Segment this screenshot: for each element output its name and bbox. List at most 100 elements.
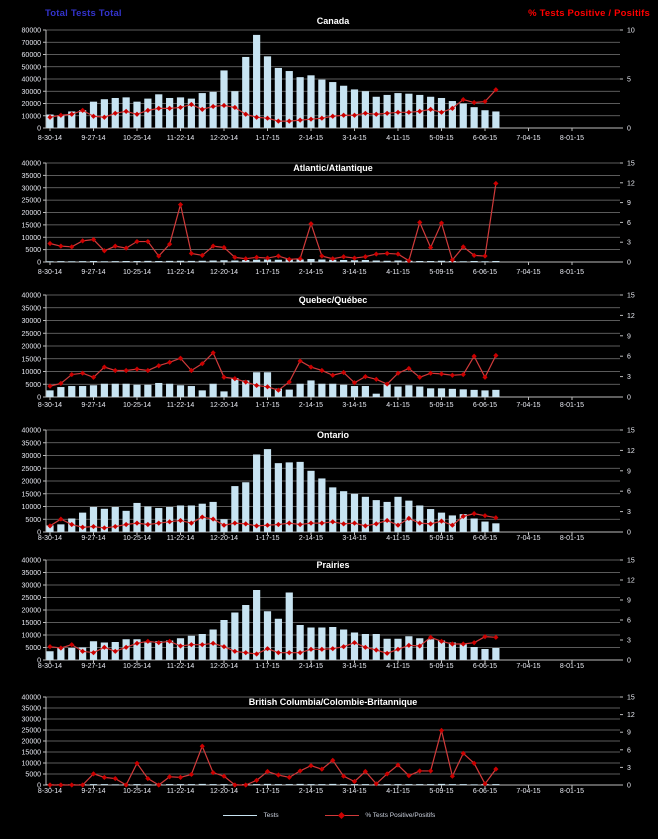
tests-bar bbox=[361, 91, 369, 128]
x-axis-tick-label: 3-14-15 bbox=[342, 135, 366, 142]
pct-positive-marker bbox=[69, 111, 75, 117]
x-axis-tick-label: 6-06-15 bbox=[473, 402, 497, 409]
x-axis-tick-label: 1-17-15 bbox=[255, 663, 279, 670]
right-axis-tick-label: 12 bbox=[627, 448, 635, 455]
left-axis-tick-label: 35000 bbox=[22, 173, 42, 180]
pct-positive-marker bbox=[319, 367, 325, 374]
tests-bar bbox=[361, 784, 369, 785]
pct-positive-marker bbox=[330, 113, 336, 119]
left-axis-tick-label: 15000 bbox=[22, 620, 42, 627]
legend: Tests % Tests Positive/Positifs bbox=[0, 811, 658, 820]
tests-bar bbox=[437, 640, 446, 660]
tests-bar bbox=[111, 261, 119, 262]
legend-pct-label: % Tests Positive/Positifs bbox=[365, 812, 436, 819]
pct-positive-marker bbox=[384, 381, 390, 387]
x-axis-tick-label: 10-25-14 bbox=[123, 402, 151, 409]
pct-positive-marker bbox=[47, 644, 53, 650]
panel-title-quebec: Quebec/Québec bbox=[299, 295, 368, 305]
tests-bar bbox=[285, 71, 293, 128]
pct-positive-marker bbox=[264, 522, 271, 528]
chart-prairies: 0 5000 10000 15000 20000 25000 30000 35000 40000… bbox=[22, 558, 635, 671]
x-axis-tick-label: 1-17-15 bbox=[255, 135, 279, 142]
pct-positive-marker bbox=[460, 641, 466, 647]
pct-positive-marker bbox=[308, 763, 314, 769]
tests-bar bbox=[307, 259, 315, 262]
left-axis-tick-label: 0 bbox=[37, 783, 41, 790]
tests-bar bbox=[361, 260, 369, 262]
pct-positive-marker bbox=[395, 522, 401, 528]
tests-bar bbox=[427, 261, 435, 262]
pct-positive-marker bbox=[264, 768, 271, 775]
tests-bar bbox=[155, 382, 163, 397]
pct-positive-marker bbox=[373, 376, 379, 382]
pct-positive-marker bbox=[145, 107, 151, 113]
pct-positive-marker bbox=[210, 770, 216, 776]
pct-positive-marker bbox=[134, 238, 140, 245]
left-axis-tick-label: 25000 bbox=[22, 466, 42, 473]
tests-bar bbox=[318, 627, 326, 660]
tests-bar bbox=[187, 505, 195, 532]
tests-bar bbox=[329, 783, 337, 785]
tests-bar bbox=[253, 34, 261, 128]
x-axis-tick-label: 10-25-14 bbox=[123, 269, 151, 276]
x-axis-tick-label: 8-01-15 bbox=[560, 535, 584, 542]
pct-positive-marker bbox=[471, 511, 477, 517]
tests-bar bbox=[285, 784, 293, 785]
pct-positive-marker bbox=[167, 519, 173, 525]
diamond-marker-icon bbox=[337, 811, 345, 820]
pct-positive-marker bbox=[90, 236, 97, 243]
pct-positive-marker bbox=[482, 253, 488, 259]
pct-positive-marker bbox=[90, 374, 97, 380]
x-axis-tick-label: 8-01-15 bbox=[560, 135, 584, 142]
tests-bar bbox=[68, 386, 76, 397]
right-axis-tick-label: 15 bbox=[627, 161, 635, 168]
x-axis-tick-label: 2-14-15 bbox=[299, 535, 323, 542]
pct-positive-marker bbox=[188, 250, 194, 257]
left-axis-tick-label: 35000 bbox=[22, 440, 42, 447]
tests-bar bbox=[220, 784, 228, 785]
tests-bar bbox=[470, 784, 478, 786]
x-axis-tick-label: 8-01-15 bbox=[560, 788, 584, 795]
left-axis-title: Total Tests Total bbox=[45, 8, 122, 19]
tests-bar bbox=[296, 783, 304, 785]
tests-bar bbox=[307, 75, 315, 128]
pct-positive-marker bbox=[319, 115, 325, 121]
tests-bar bbox=[394, 496, 402, 532]
tests-bar bbox=[383, 260, 391, 262]
tests-bar bbox=[166, 784, 174, 785]
x-axis-tick-label: 1-17-15 bbox=[255, 402, 279, 409]
x-axis-tick-label: 4-11-15 bbox=[386, 788, 410, 795]
tests-bar bbox=[133, 261, 141, 262]
right-axis-tick-label: 6 bbox=[627, 489, 631, 496]
x-axis-tick-label: 9-27-14 bbox=[81, 663, 105, 670]
pct-positive-marker bbox=[69, 782, 75, 788]
tests-bar bbox=[274, 463, 282, 532]
tests-bar bbox=[427, 639, 435, 660]
x-axis-tick-label: 1-17-15 bbox=[255, 269, 279, 276]
pct-positive-marker bbox=[460, 371, 466, 378]
pct-positive-marker bbox=[417, 768, 423, 774]
tests-bar bbox=[144, 506, 152, 532]
right-axis-tick-label: 0 bbox=[627, 260, 631, 267]
tests-bar bbox=[427, 388, 435, 397]
pct-positive-marker bbox=[123, 367, 129, 374]
pct-positive-marker bbox=[90, 113, 97, 119]
right-axis-tick-label: 3 bbox=[627, 509, 631, 516]
left-axis-tick-label: 70000 bbox=[22, 40, 42, 47]
x-axis-tick-label: 2-14-15 bbox=[299, 663, 323, 670]
pct-positive-marker bbox=[232, 104, 238, 111]
tests-bar bbox=[144, 260, 152, 262]
x-axis-tick-label: 5-09-15 bbox=[429, 663, 453, 670]
tests-bar bbox=[350, 632, 359, 660]
left-axis-tick-label: 10000 bbox=[22, 504, 42, 511]
tests-bar bbox=[46, 261, 54, 263]
left-axis-tick-label: 10000 bbox=[22, 369, 42, 376]
tests-bar bbox=[318, 784, 326, 785]
right-axis-tick-label: 15 bbox=[627, 428, 635, 435]
pct-positive-marker bbox=[123, 782, 129, 788]
tests-bar bbox=[242, 605, 250, 660]
tests-bar bbox=[492, 784, 500, 785]
pct-positive-marker bbox=[373, 111, 379, 117]
x-axis-tick-label: 3-14-15 bbox=[342, 788, 366, 795]
x-axis-tick-label: 11-22-14 bbox=[167, 269, 195, 276]
